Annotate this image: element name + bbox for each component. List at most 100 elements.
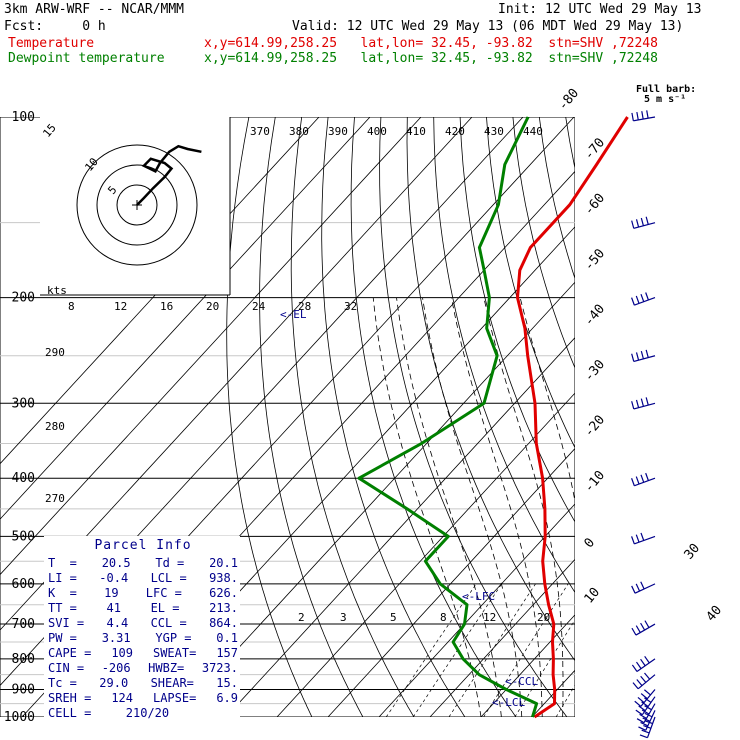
dry-adiabat <box>592 117 740 717</box>
wind-barb-flag <box>644 697 652 703</box>
wind-barb-flag <box>640 217 644 226</box>
wind-barb-flag <box>645 292 649 301</box>
parcel-info-cell: 29.0 <box>99 676 129 690</box>
parcel-info-row: TT = 41 EL = 213. <box>48 601 238 616</box>
parcel-info-cell: CIN = <box>48 661 85 675</box>
dewpoint-coords: x,y=614.99,258.25 lat,lon= 32.45, -93.82… <box>204 51 658 66</box>
temperature-line <box>516 116 629 719</box>
parcel-info-cell: -206 <box>101 661 131 675</box>
wind-barb-flag <box>644 620 650 628</box>
isotherm-tick-label: 0 <box>582 535 599 551</box>
parcel-info-row: SVI = 4.4 CCL = 864. <box>48 616 238 631</box>
wind-barb-flag <box>640 622 646 631</box>
background-grid <box>0 117 740 717</box>
wind-barb <box>636 703 656 724</box>
isotherm-tick-label: -40 <box>582 302 609 330</box>
parcel-info-cell: EL = <box>150 601 180 615</box>
wind-barb-staff <box>643 703 656 723</box>
isotherm-line <box>0 117 422 576</box>
parcel-info-cell: Tc = <box>48 676 77 690</box>
wind-barb-flag <box>641 111 644 120</box>
parcel-info-cell: Td = <box>155 556 185 570</box>
wind-barb-flag <box>638 705 646 712</box>
parcel-info-cell: LI = <box>48 571 77 585</box>
wind-barb <box>631 655 656 672</box>
wind-barb-flag <box>636 718 645 724</box>
wind-barb-flag <box>641 709 650 715</box>
parcel-info-cell: 109 <box>111 646 134 660</box>
wind-barb-flag <box>640 398 644 407</box>
mixing-ratio-label: 12 <box>483 611 496 624</box>
dry-adiabat <box>226 117 313 717</box>
mixing-ratio-line <box>385 583 477 717</box>
mixing-ratio-label: 2 <box>298 611 305 624</box>
dry-adiabat <box>512 117 575 369</box>
wind-barb-flag <box>635 625 641 633</box>
wind-barb-flag <box>641 701 649 708</box>
theta-tick-label: 380 <box>289 125 309 138</box>
parcel-info-cell: 3723. <box>201 661 238 675</box>
isotherm-line <box>583 117 740 717</box>
wind-barb-flag <box>640 658 646 667</box>
wind-barb <box>631 620 656 636</box>
dry-adiabat <box>671 117 740 717</box>
wind-barb-flag <box>632 682 639 690</box>
mixing-ratio-line <box>412 583 502 717</box>
parcel-info-cell: -0.4 <box>99 571 129 585</box>
parcel-info-cell: 41 <box>106 601 121 615</box>
wind-barb-flag <box>635 399 640 408</box>
wind-barb-flag <box>640 350 644 360</box>
parcel-info-cell: 19 <box>104 586 119 600</box>
parcel-info-cell: 20.1 <box>209 556 238 570</box>
pressure-tick-label: 800 <box>12 652 35 667</box>
wind-barb-flag <box>635 295 640 304</box>
dry-adiabat-label: 270 <box>45 492 65 505</box>
pressure-tick-label: 900 <box>12 683 35 698</box>
lfc-marker: <-LFC <box>462 590 495 603</box>
temperature-label: Temperature <box>8 36 95 51</box>
hodograph-ring <box>96 164 178 246</box>
parcel-info-title: Parcel Info <box>94 538 192 553</box>
wind-barb-staff <box>635 623 656 636</box>
parcel-info-cell: 3.31 <box>101 631 131 645</box>
wind-barb-flag <box>640 293 645 302</box>
isotherm-tick-label: -70 <box>582 135 609 163</box>
barb-legend-unit: 5 m s⁻¹ <box>644 94 687 105</box>
moist-adiabat <box>451 297 543 717</box>
parcel-info-cell: LCL = <box>150 571 187 585</box>
isotherm-line <box>378 503 575 717</box>
sounding-series <box>357 116 629 719</box>
dry-adiabat <box>433 117 575 594</box>
wind-barb <box>631 216 656 229</box>
dry-adiabat <box>486 117 575 449</box>
wind-barb-flag <box>640 474 645 483</box>
parcel-info-cell: 124 <box>111 691 134 705</box>
parcel-info-cell: LAPSE= <box>152 691 197 705</box>
wind-barb-flag <box>638 726 646 731</box>
wind-barb-flag <box>631 478 635 486</box>
theta-tick-label: 420 <box>445 125 465 138</box>
wind-barb-flag <box>643 689 651 696</box>
wind-barb-flag <box>646 110 649 119</box>
wind-barb-flag <box>640 581 645 590</box>
pressure-tick-label: 400 <box>12 471 35 486</box>
dry-adiabat-label: 280 <box>45 420 65 433</box>
moist-adiabat <box>422 297 523 717</box>
isotherm-line <box>174 281 575 717</box>
hodograph-ring <box>76 144 198 266</box>
wind-barb-staff <box>646 716 656 738</box>
parcel-info-cell: CELL = <box>48 706 92 720</box>
mixing-ratio-label: 5 <box>390 611 397 624</box>
wind-barb-flag <box>637 696 645 704</box>
isotherm-tick-label: -30 <box>582 357 609 385</box>
wind-barb-flag <box>645 349 649 358</box>
wind-barb-flag <box>631 664 638 672</box>
mixing-ratio-label: 8 <box>440 611 447 624</box>
wind-barb-staff <box>633 355 656 363</box>
isotherm-line <box>276 392 575 717</box>
dry-adiabat <box>698 117 740 717</box>
mixing-ratio-label: 3 <box>340 611 347 624</box>
parcel-info-row: K = 19 LFC = 626. <box>48 586 238 601</box>
isotherm-tick-label: 10 <box>582 585 604 607</box>
